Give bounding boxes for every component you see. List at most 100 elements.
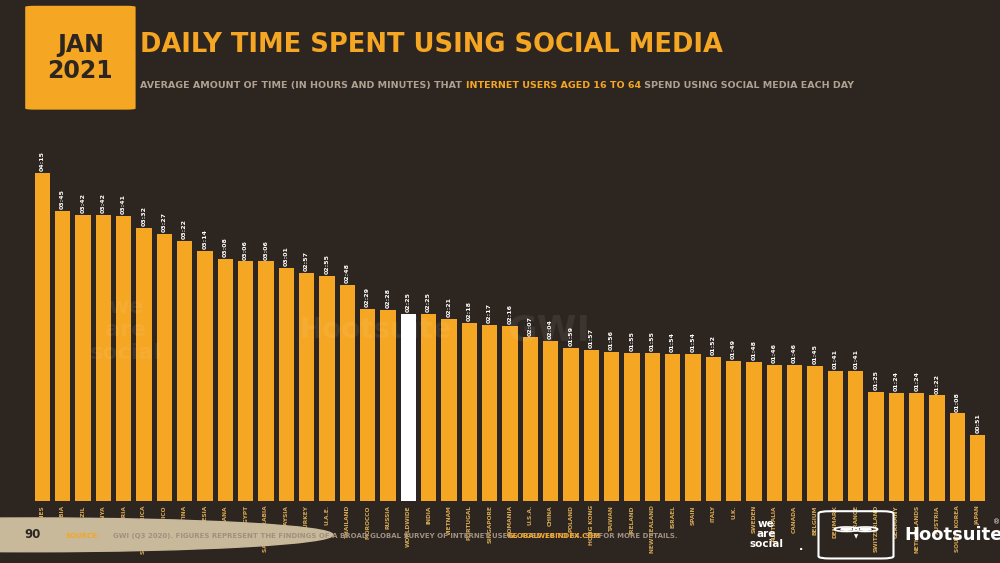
Bar	[726, 361, 741, 501]
Bar	[116, 216, 131, 501]
Circle shape	[841, 528, 852, 530]
Bar	[787, 364, 802, 501]
Text: 01:54: 01:54	[691, 332, 696, 352]
Text: 03:45: 03:45	[60, 189, 65, 209]
Text: 02:25: 02:25	[426, 292, 431, 312]
Bar	[523, 337, 538, 501]
Bar	[746, 362, 762, 501]
Bar	[685, 354, 701, 501]
Bar	[177, 241, 192, 501]
Text: 02:29: 02:29	[365, 287, 370, 307]
Bar	[950, 413, 965, 501]
Text: INTERNET USERS AGED 16 TO 64: INTERNET USERS AGED 16 TO 64	[466, 81, 641, 90]
Text: Hootsuite: Hootsuite	[299, 316, 452, 344]
Text: 03:06: 03:06	[263, 240, 268, 260]
Text: 90: 90	[25, 528, 41, 542]
Text: 02:18: 02:18	[467, 301, 472, 321]
Text: 02:07: 02:07	[528, 316, 533, 336]
Bar	[421, 314, 436, 501]
Bar	[157, 234, 172, 501]
Bar	[401, 314, 416, 501]
Text: 01:46: 01:46	[792, 343, 797, 363]
Bar	[360, 309, 375, 501]
Bar	[807, 366, 823, 501]
Text: 03:41: 03:41	[121, 194, 126, 215]
Text: 01:55: 01:55	[630, 331, 635, 351]
Text: 04:15: 04:15	[40, 151, 45, 171]
Text: 02:25: 02:25	[406, 292, 411, 312]
Text: 02:55: 02:55	[324, 254, 329, 274]
Text: AVERAGE AMOUNT OF TIME (IN HOURS AND MINUTES) THAT: AVERAGE AMOUNT OF TIME (IN HOURS AND MIN…	[140, 81, 466, 90]
Bar	[584, 350, 599, 501]
Text: 03:08: 03:08	[223, 237, 228, 257]
Bar	[909, 393, 924, 501]
Text: 01:59: 01:59	[569, 326, 574, 346]
Text: 02:04: 02:04	[548, 320, 553, 339]
Text: 01:08: 01:08	[955, 392, 960, 412]
Bar	[970, 435, 985, 501]
Text: 02:28: 02:28	[385, 288, 390, 309]
Text: 03:42: 03:42	[101, 193, 106, 213]
Bar	[380, 310, 396, 501]
Text: we
are
social: we are social	[749, 519, 783, 549]
Text: 01:55: 01:55	[650, 331, 655, 351]
Text: 01:49: 01:49	[731, 339, 736, 359]
Text: 01:24: 01:24	[914, 371, 919, 391]
Circle shape	[0, 518, 333, 552]
Text: ®: ®	[992, 520, 1000, 525]
Text: 01:52: 01:52	[711, 335, 716, 355]
Bar	[624, 353, 640, 501]
Text: 01:41: 01:41	[853, 349, 858, 369]
Bar	[197, 251, 213, 501]
Text: 00:51: 00:51	[975, 414, 980, 434]
Text: Hootsuite: Hootsuite	[904, 526, 1000, 544]
Bar	[340, 285, 355, 501]
Text: 01:22: 01:22	[935, 373, 940, 394]
Text: 02:17: 02:17	[487, 303, 492, 323]
Bar	[706, 357, 721, 501]
Bar	[828, 371, 843, 501]
Text: 01:24: 01:24	[894, 371, 899, 391]
Text: 01:25: 01:25	[874, 370, 879, 390]
Bar	[136, 228, 152, 501]
Bar	[502, 326, 518, 501]
Text: 03:06: 03:06	[243, 240, 248, 260]
Text: GLOBALWEBINDEX.COM: GLOBALWEBINDEX.COM	[508, 533, 601, 539]
Text: 02:57: 02:57	[304, 251, 309, 271]
Bar	[665, 354, 680, 501]
Text: 03:14: 03:14	[202, 229, 207, 249]
Text: 03:32: 03:32	[141, 206, 146, 226]
Bar	[563, 348, 579, 501]
Text: 03:27: 03:27	[162, 212, 167, 233]
Text: 03:42: 03:42	[80, 193, 85, 213]
Bar	[238, 261, 253, 501]
Text: 03:22: 03:22	[182, 219, 187, 239]
Text: 01:45: 01:45	[813, 344, 818, 364]
Text: DAILY TIME SPENT USING SOCIAL MEDIA: DAILY TIME SPENT USING SOCIAL MEDIA	[140, 32, 723, 59]
Text: 01:54: 01:54	[670, 332, 675, 352]
Bar	[35, 173, 50, 501]
Text: 01:46: 01:46	[772, 343, 777, 363]
Bar	[889, 393, 904, 501]
Text: 01:41: 01:41	[833, 349, 838, 369]
Bar	[299, 273, 314, 501]
Text: 02:21: 02:21	[446, 297, 451, 318]
Bar	[462, 323, 477, 501]
Bar	[75, 215, 91, 501]
Bar	[96, 215, 111, 501]
Text: 02:48: 02:48	[345, 263, 350, 283]
Text: 03:01: 03:01	[284, 246, 289, 266]
Text: FOR MORE DETAILS.: FOR MORE DETAILS.	[596, 533, 678, 539]
Bar	[868, 392, 884, 501]
Text: SPEND USING SOCIAL MEDIA EACH DAY: SPEND USING SOCIAL MEDIA EACH DAY	[641, 81, 854, 90]
Bar	[482, 325, 497, 501]
Text: GWI (Q3 2020). FIGURES REPRESENT THE FINDINGS OF A BROAD GLOBAL SURVEY OF INTERN: GWI (Q3 2020). FIGURES REPRESENT THE FIN…	[113, 533, 602, 539]
Bar	[543, 341, 558, 501]
Text: 01:48: 01:48	[752, 340, 757, 360]
Bar	[767, 364, 782, 501]
Bar	[929, 395, 945, 501]
Bar	[319, 276, 335, 501]
Text: SOURCE:: SOURCE:	[65, 533, 100, 539]
Text: 02:16: 02:16	[507, 304, 512, 324]
Bar	[218, 259, 233, 501]
